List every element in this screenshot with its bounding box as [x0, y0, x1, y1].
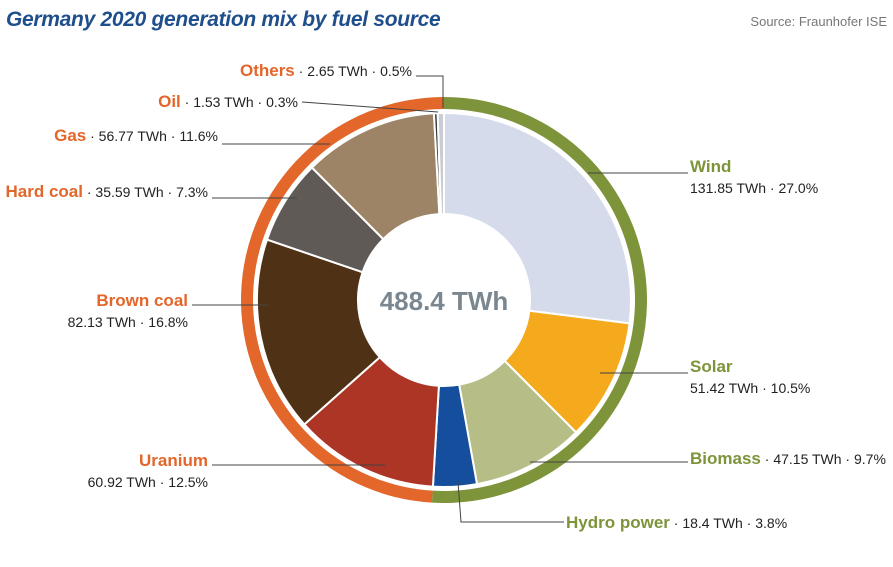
label-hard-coal: Hard coal · 35.59 TWh · 7.3%: [6, 182, 209, 201]
label-value-gas: · 56.77 TWh · 11.6%: [86, 128, 218, 144]
label-oil: Oil · 1.53 TWh · 0.3%: [158, 92, 298, 111]
label-uranium: Uranium 60.92 TWh · 12.5%: [88, 451, 208, 490]
label-name-uranium: Uranium: [139, 451, 208, 470]
label-brown-coal: Brown coal 82.13 TWh · 16.8%: [68, 291, 188, 330]
leader-line-others: [416, 75, 444, 108]
label-value-hydro-power: · 18.4 TWh · 3.8%: [670, 515, 787, 531]
label-hydro-power: Hydro power · 18.4 TWh · 3.8%: [566, 513, 787, 532]
label-name-wind: Wind: [690, 157, 731, 176]
label-value-hard-coal: · 35.59 TWh · 7.3%: [83, 184, 208, 200]
leader-line-oil: [301, 101, 439, 113]
label-name-oil: Oil: [158, 92, 181, 111]
label-others: Others · 2.65 TWh · 0.5%: [240, 61, 412, 80]
label-value-solar: 51.42 TWh · 10.5%: [690, 380, 810, 396]
label-gas: Gas · 56.77 TWh · 11.6%: [54, 126, 218, 145]
slice-others: [436, 111, 445, 216]
label-value-wind: 131.85 TWh · 27.0%: [690, 180, 818, 196]
slice-brown-coal: [256, 238, 382, 426]
label-name-brown-coal: Brown coal: [96, 291, 188, 310]
label-value-oil: · 1.53 TWh · 0.3%: [181, 94, 298, 110]
label-value-uranium: 60.92 TWh · 12.5%: [88, 474, 208, 490]
label-value-brown-coal: 82.13 TWh · 16.8%: [68, 314, 188, 330]
label-name-others: Others: [240, 61, 295, 80]
label-wind: Wind 131.85 TWh · 27.0%: [690, 157, 818, 196]
leader-line-hydro-power: [457, 481, 564, 523]
slice-wind: [443, 111, 632, 325]
chart-title: Germany 2020 generation mix by fuel sour…: [6, 8, 441, 31]
label-name-hydro-power: Hydro power: [566, 513, 670, 532]
label-value-others: · 2.65 TWh · 0.5%: [295, 63, 412, 79]
center-total-label: 488.4 TWh: [380, 286, 509, 316]
label-value-biomass: · 47.15 TWh · 9.7%: [761, 451, 886, 467]
label-biomass: Biomass · 47.15 TWh · 9.7%: [690, 449, 886, 468]
label-name-hard-coal: Hard coal: [6, 182, 83, 201]
label-name-solar: Solar: [690, 357, 733, 376]
label-name-gas: Gas: [54, 126, 86, 145]
label-name-biomass: Biomass: [690, 449, 761, 468]
chart-source: Source: Fraunhofer ISE: [750, 14, 887, 29]
label-solar: Solar 51.42 TWh · 10.5%: [690, 357, 810, 396]
